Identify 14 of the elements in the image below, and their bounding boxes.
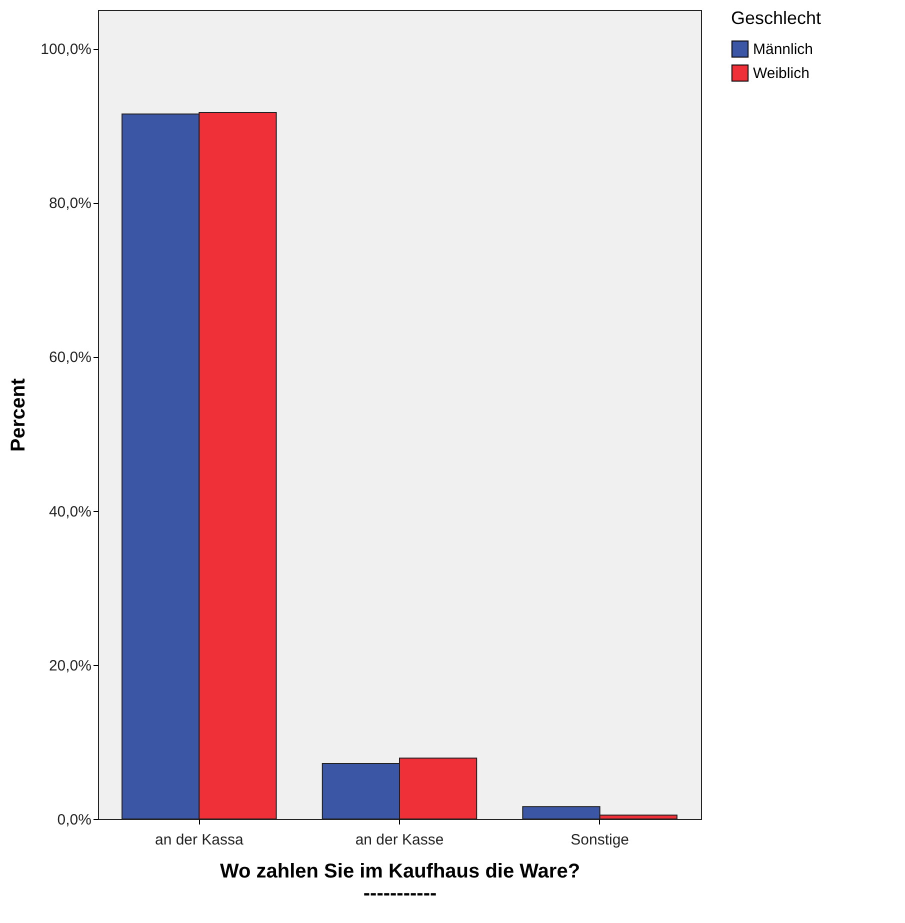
x-axis-title: Wo zahlen Sie im Kaufhaus die Ware? ----------- xyxy=(220,860,580,904)
y-axis-title: Percent xyxy=(8,378,30,452)
x-tick-label: an der Kassa xyxy=(154,832,244,848)
y-tick-label: 80,0% xyxy=(48,195,92,212)
y-tick-label: 20,0% xyxy=(48,657,92,674)
y-tick-label: 40,0% xyxy=(48,503,92,520)
legend-label: Weiblich xyxy=(753,65,810,82)
legend-label: Männlich xyxy=(753,41,814,58)
y-tick-label: 0,0% xyxy=(57,812,92,828)
legend-title: Geschlecht xyxy=(731,8,822,28)
x-tick-label: an der Kasse xyxy=(355,832,444,848)
y-tick-label: 60,0% xyxy=(48,349,92,366)
y-tick-label: 100,0% xyxy=(40,41,92,58)
x-tick-label: Sonstige xyxy=(570,832,630,848)
